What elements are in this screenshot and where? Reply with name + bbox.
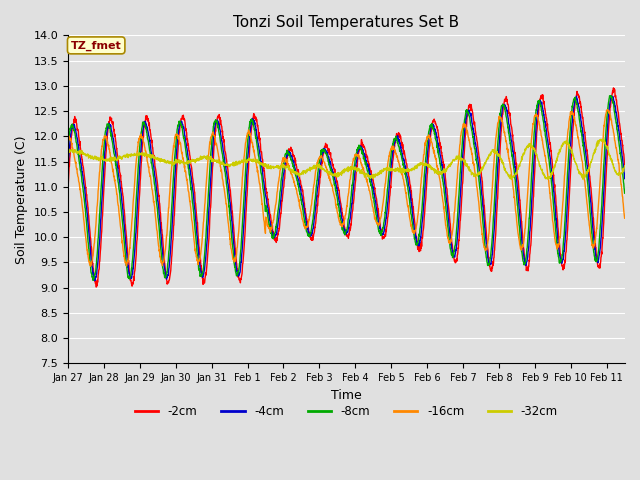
- X-axis label: Time: Time: [331, 389, 362, 402]
- -4cm: [64, 165, 72, 171]
- Line: -2cm: -2cm: [68, 88, 625, 287]
- -2cm: [610, 85, 618, 91]
- -16cm: [335, 217, 343, 223]
- -2cm: [321, 149, 328, 155]
- -32cm: [93, 154, 100, 160]
- -16cm: [621, 216, 628, 221]
- -16cm: [87, 264, 95, 269]
- -8cm: [621, 190, 628, 196]
- -16cm: [605, 108, 612, 113]
- -4cm: [335, 198, 343, 204]
- -32cm: [605, 150, 612, 156]
- -4cm: [321, 145, 328, 151]
- Line: -32cm: -32cm: [68, 139, 625, 180]
- -32cm: [508, 177, 515, 182]
- -8cm: [605, 98, 612, 104]
- Legend: -2cm, -4cm, -8cm, -16cm, -32cm: -2cm, -4cm, -8cm, -16cm, -32cm: [130, 401, 563, 423]
- -32cm: [335, 171, 342, 177]
- -32cm: [598, 136, 606, 142]
- Title: Tonzi Soil Temperatures Set B: Tonzi Soil Temperatures Set B: [233, 15, 460, 30]
- -8cm: [605, 100, 612, 106]
- -16cm: [503, 141, 511, 146]
- -2cm: [605, 127, 612, 132]
- -4cm: [93, 271, 100, 276]
- -16cm: [321, 159, 328, 165]
- -16cm: [605, 110, 613, 116]
- -32cm: [320, 167, 328, 173]
- -8cm: [605, 93, 613, 98]
- -4cm: [605, 108, 612, 114]
- Line: -16cm: -16cm: [68, 110, 625, 266]
- -2cm: [93, 280, 100, 286]
- -2cm: [64, 184, 72, 190]
- Line: -4cm: -4cm: [68, 96, 625, 281]
- -2cm: [92, 284, 100, 290]
- -8cm: [503, 115, 511, 120]
- -16cm: [93, 209, 100, 215]
- -2cm: [503, 96, 511, 102]
- Text: TZ_fmet: TZ_fmet: [71, 40, 122, 50]
- -4cm: [621, 176, 628, 181]
- -16cm: [64, 134, 72, 140]
- -4cm: [605, 113, 612, 119]
- -32cm: [502, 170, 510, 176]
- -2cm: [335, 187, 343, 193]
- -4cm: [608, 93, 616, 99]
- -8cm: [93, 256, 100, 262]
- -8cm: [90, 277, 97, 283]
- -32cm: [64, 146, 72, 152]
- -32cm: [621, 163, 628, 168]
- -8cm: [64, 144, 72, 149]
- -8cm: [321, 146, 328, 152]
- -4cm: [91, 278, 99, 284]
- -2cm: [605, 123, 612, 129]
- Y-axis label: Soil Temperature (C): Soil Temperature (C): [15, 135, 28, 264]
- -4cm: [503, 108, 511, 113]
- -2cm: [621, 163, 628, 168]
- -8cm: [335, 204, 343, 210]
- -32cm: [605, 152, 613, 158]
- -16cm: [604, 107, 611, 113]
- Line: -8cm: -8cm: [68, 96, 625, 280]
